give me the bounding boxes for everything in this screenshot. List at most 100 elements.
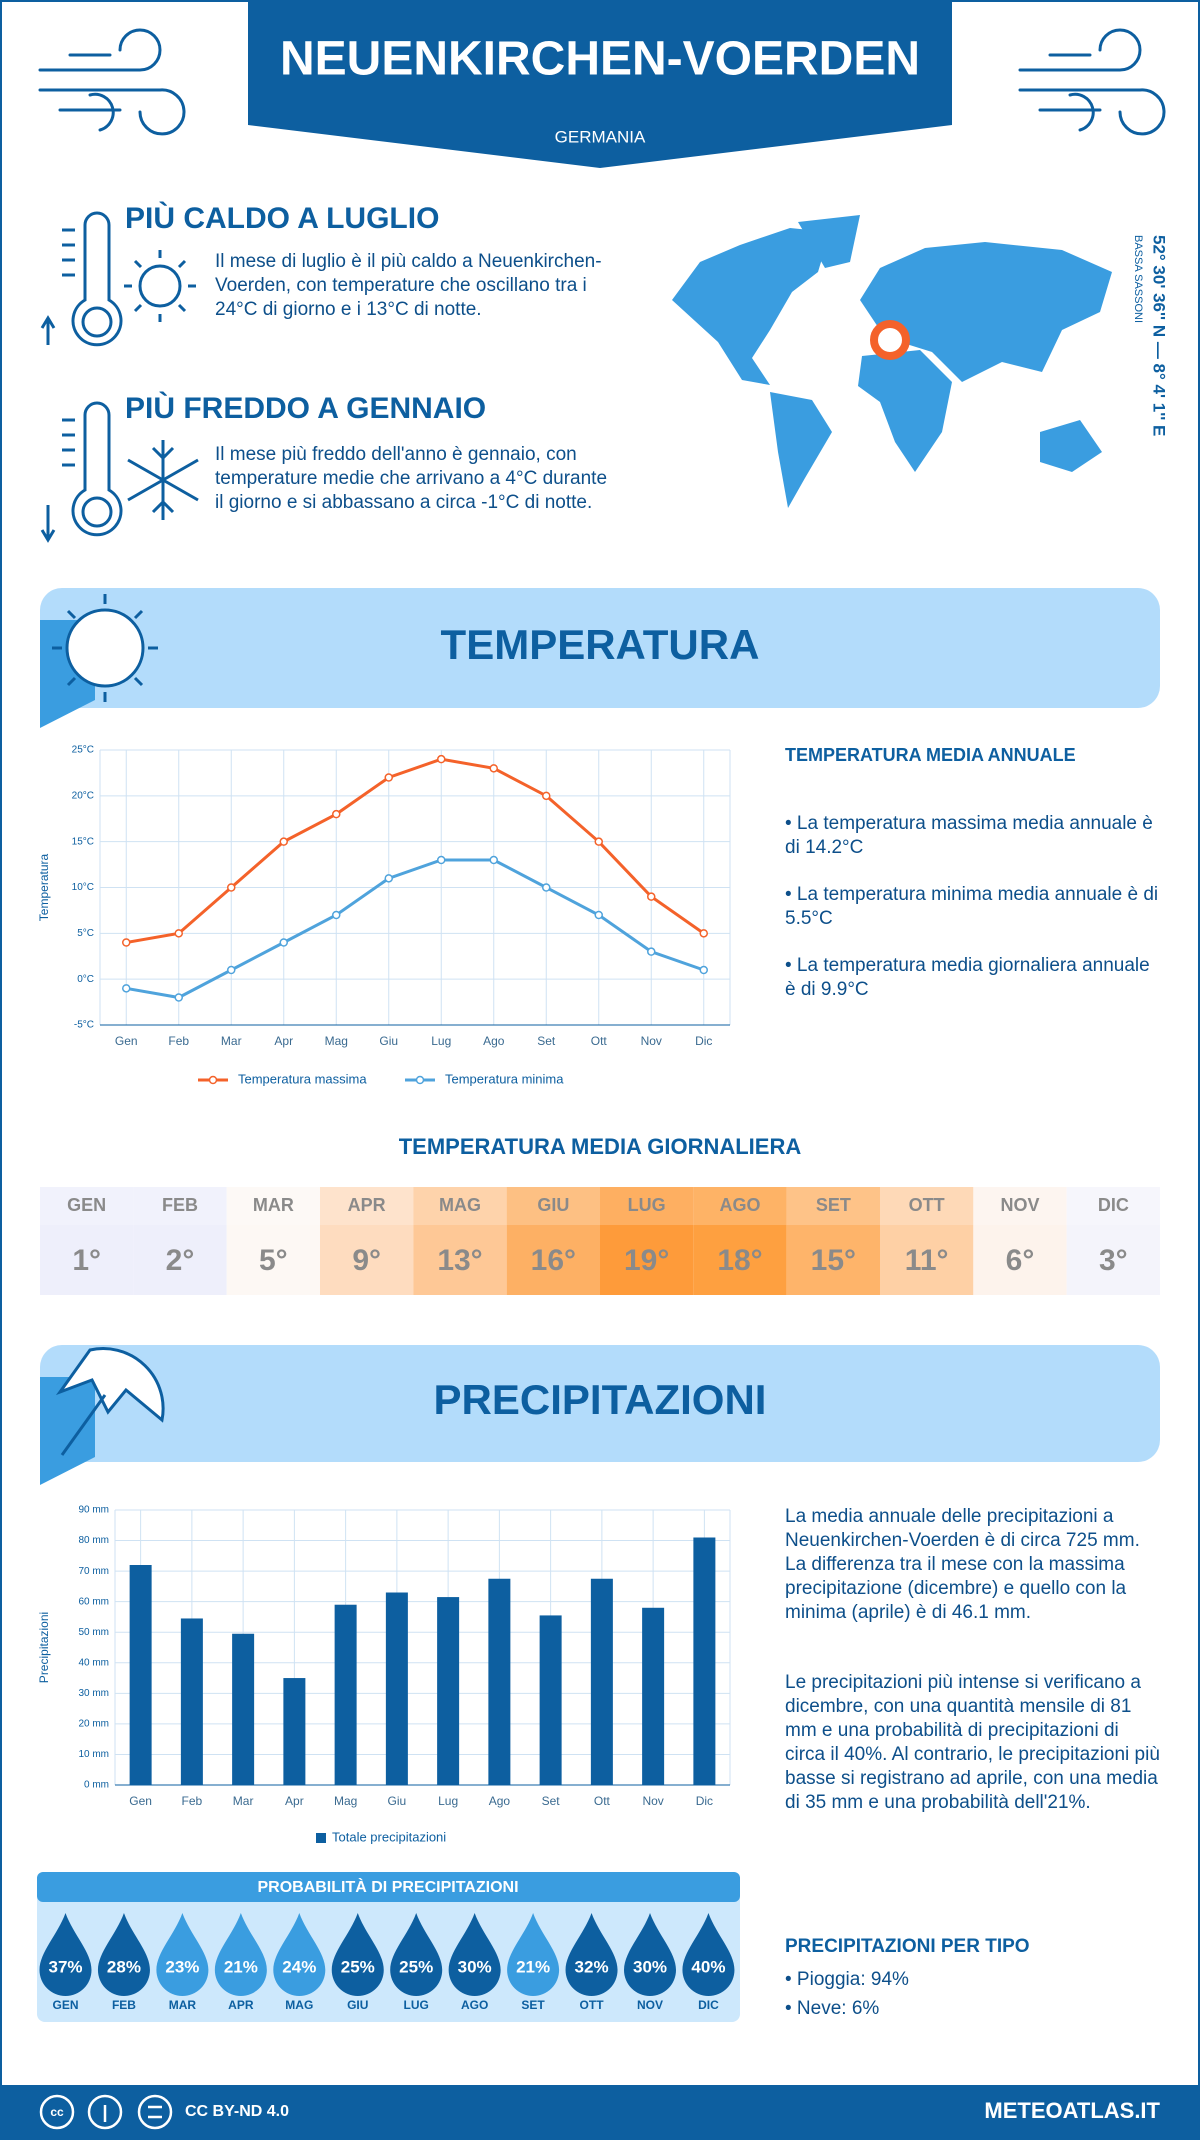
annual-item: • La temperatura minima media annuale è … xyxy=(785,884,1159,929)
x-tick-label: Lug xyxy=(431,1034,451,1048)
temp-value: 18° xyxy=(717,1244,762,1277)
temp-cell xyxy=(320,1225,414,1295)
probability-month: MAG xyxy=(285,1998,313,2012)
month-label: DIC xyxy=(1098,1195,1129,1215)
month-label: OTT xyxy=(909,1195,945,1215)
thermometer-icons xyxy=(40,211,199,543)
y-tick-label: 25°C xyxy=(72,745,94,756)
x-tick-label: Ago xyxy=(483,1034,505,1048)
y-tick-label: 15°C xyxy=(72,836,94,847)
type-item: • Pioggia: 94% xyxy=(785,1969,909,1990)
y-tick-label: 80 mm xyxy=(78,1535,109,1546)
world-map xyxy=(672,215,1112,508)
point xyxy=(122,938,131,947)
drop xyxy=(507,1913,560,1996)
y-tick-label: -5°C xyxy=(74,1020,94,1031)
point xyxy=(699,965,708,975)
y-tick-label: 60 mm xyxy=(78,1596,109,1607)
temp-value: 9° xyxy=(352,1244,381,1277)
annual-item: • La temperatura massima media annuale è… xyxy=(785,813,1153,858)
probability-month: MAR xyxy=(169,1998,197,2012)
probability-value: 25% xyxy=(341,1957,375,1976)
drop xyxy=(273,1913,326,1997)
bar xyxy=(385,1592,408,1785)
section-banner xyxy=(40,1345,1160,1462)
temp-cell xyxy=(973,1225,1067,1295)
bar xyxy=(129,1565,152,1785)
x-tick-label: Mag xyxy=(325,1034,348,1048)
temp-value: 15° xyxy=(811,1244,856,1277)
temp-cell xyxy=(226,1225,320,1295)
month-header-cell xyxy=(413,1187,507,1225)
section-title: PRECIPITAZIONI xyxy=(434,1376,767,1423)
month-header-cell xyxy=(1066,1187,1160,1225)
subtitle: GERMANIA xyxy=(555,127,646,146)
probability-value: 24% xyxy=(282,1957,316,1976)
temp-cell xyxy=(880,1225,974,1295)
legend-label: Temperatura massima xyxy=(238,1071,367,1086)
bar xyxy=(334,1604,357,1785)
temp-value: 2° xyxy=(166,1244,195,1277)
month-label: FEB xyxy=(162,1195,198,1215)
y-tick-label: 20 mm xyxy=(78,1719,109,1730)
probability-box xyxy=(37,1872,740,2022)
point xyxy=(227,965,236,975)
annual-title: TEMPERATURA MEDIA ANNUALE xyxy=(785,745,1076,765)
highlight-text: Il mese di luglio è il più caldo a Neuen… xyxy=(215,251,602,320)
temp-value: 19° xyxy=(624,1244,669,1277)
probability-month: DIC xyxy=(698,1998,719,2012)
legend-marker xyxy=(208,1075,218,1085)
y-tick-label: 40 mm xyxy=(78,1657,109,1668)
point xyxy=(384,773,393,782)
x-tick-label: Gen xyxy=(115,1034,138,1048)
section-title: TEMPERATURA xyxy=(441,621,760,668)
point xyxy=(647,947,656,956)
month-label: NOV xyxy=(1000,1195,1039,1215)
x-tick-label: Giu xyxy=(379,1034,398,1048)
month-label: GEN xyxy=(67,1195,106,1215)
bar xyxy=(539,1615,562,1785)
drop xyxy=(39,1913,92,1997)
point xyxy=(594,837,603,846)
highlight-title: PIÙ CALDO A LUGLIO xyxy=(125,202,440,235)
x-tick-label: Feb xyxy=(168,1034,189,1048)
license: CC BY-ND 4.0 xyxy=(185,2103,289,2120)
y-tick-label: 0°C xyxy=(77,974,94,985)
drop xyxy=(156,1913,209,1997)
license-icons: cc xyxy=(39,2094,173,2130)
bar xyxy=(642,1607,665,1785)
point xyxy=(542,791,551,801)
point xyxy=(594,910,603,920)
header-banner xyxy=(248,0,952,168)
temp-value: 16° xyxy=(531,1244,576,1277)
x-tick-label: Set xyxy=(542,1794,561,1808)
coordinates: 52° 30' 36'' N — 8° 4' 1'' E xyxy=(1150,235,1169,436)
temp-value: 11° xyxy=(905,1244,949,1277)
point xyxy=(279,938,288,947)
month-header-cell xyxy=(973,1187,1067,1225)
x-tick-label: Nov xyxy=(642,1794,663,1808)
point xyxy=(437,754,446,764)
probability-month: APR xyxy=(228,1998,254,2012)
y-tick-label: 0 mm xyxy=(84,1780,109,1791)
x-tick-label: Dic xyxy=(696,1794,713,1808)
point xyxy=(174,993,183,1002)
x-tick-label: Ott xyxy=(591,1034,608,1048)
x-tick-label: Apr xyxy=(285,1794,304,1808)
bar xyxy=(232,1633,255,1785)
point xyxy=(384,874,393,883)
x-tick-label: Dic xyxy=(695,1034,712,1048)
month-header-cell xyxy=(226,1187,320,1225)
drop xyxy=(624,1913,676,1996)
probability-value: 21% xyxy=(224,1957,258,1976)
legend-label: Totale precipitazioni xyxy=(332,1829,446,1844)
point xyxy=(227,883,236,892)
highlight-title: PIÙ FREDDO A GENNAIO xyxy=(125,392,487,425)
point xyxy=(489,855,498,865)
y-tick-label: 30 mm xyxy=(78,1688,109,1699)
point xyxy=(437,855,446,865)
month-header-cell xyxy=(880,1187,974,1225)
point xyxy=(647,892,656,901)
